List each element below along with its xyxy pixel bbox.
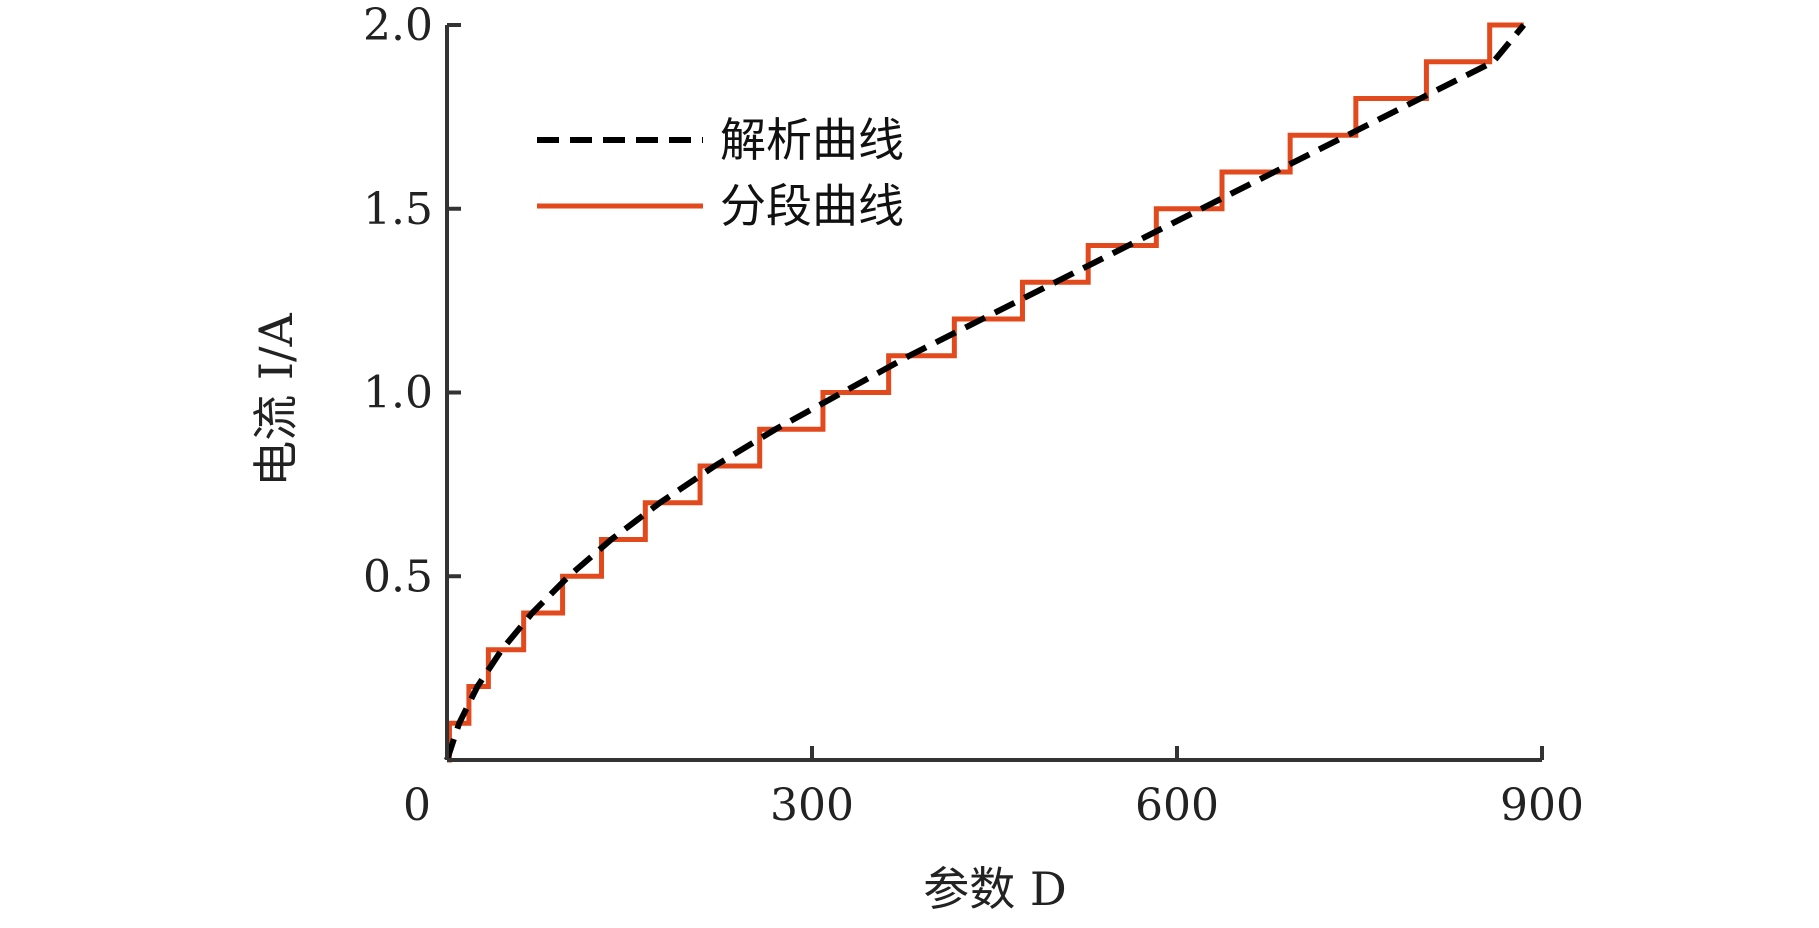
axes: 0.5 1.0 1.5 2.0 300 600 900 0: [363, 0, 1584, 831]
y-tick-label: 0.5: [363, 551, 433, 602]
x-tick-label: 600: [1135, 780, 1219, 831]
origin-tick-label: 0: [403, 780, 431, 831]
x-axis-title: 参数 D: [923, 862, 1067, 916]
y-axis-title: 电流 I/A: [249, 312, 303, 486]
y-tick-label: 1.5: [363, 184, 433, 235]
series-analytic-line: [444, 23, 1527, 761]
legend: 解析曲线 分段曲线: [537, 113, 904, 233]
y-tick-label: 2.0: [363, 0, 433, 51]
x-tick-label: 900: [1500, 780, 1584, 831]
legend-label-analytic: 解析曲线: [720, 113, 904, 167]
plot-area: [444, 22, 1527, 763]
legend-label-piecewise: 分段曲线: [720, 179, 904, 233]
y-tick-label: 1.0: [363, 368, 433, 419]
x-tick-label: 300: [770, 780, 854, 831]
series-piecewise-line: [446, 22, 1524, 763]
